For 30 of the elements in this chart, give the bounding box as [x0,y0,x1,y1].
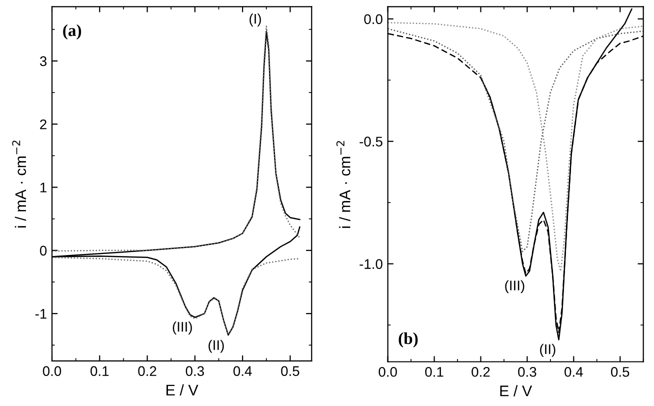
y-tick-label: 0 [40,246,47,256]
x-tick-label: 0.1 [90,366,109,376]
y-tick-label: 3 [40,56,47,66]
y-tick-label: -0.5 [360,136,382,147]
y-tick-label: 1 [40,182,46,192]
y-axis-title: i / mA · cm$^{−2}$ [12,140,26,228]
annotation: (b) [398,332,418,348]
annotation: (a) [63,24,82,40]
x-tick-label: 0.4 [233,366,252,376]
y-tick-label: -1.0 [360,259,382,269]
annotation: (III) [172,322,192,334]
y-tick-label: 2 [40,119,46,130]
x-tick-label: 0.2 [138,366,156,376]
x-tick-label: 0.1 [425,366,444,377]
x-tick-label: 0.3 [518,366,536,377]
x-axis-title: E / V [500,385,532,396]
x-tick-label: 0.5 [611,366,630,377]
annotation: (III) [505,280,524,294]
annotation: (I) [250,14,261,26]
x-axis-title: E / V [166,384,198,396]
y-tick-label: 0.0 [364,14,382,24]
annotation: (II) [540,344,556,357]
y-tick-label: -1 [35,309,46,319]
x-tick-label: 0.5 [281,366,300,376]
y-axis-title: i / mA · cm$^{−2}$ [336,141,350,228]
x-tick-label: 0.0 [378,366,397,377]
x-tick-label: 0.4 [564,366,583,377]
x-tick-label: 0.3 [186,366,204,376]
annotation: (II) [208,340,224,353]
x-tick-label: 0.2 [472,366,490,377]
